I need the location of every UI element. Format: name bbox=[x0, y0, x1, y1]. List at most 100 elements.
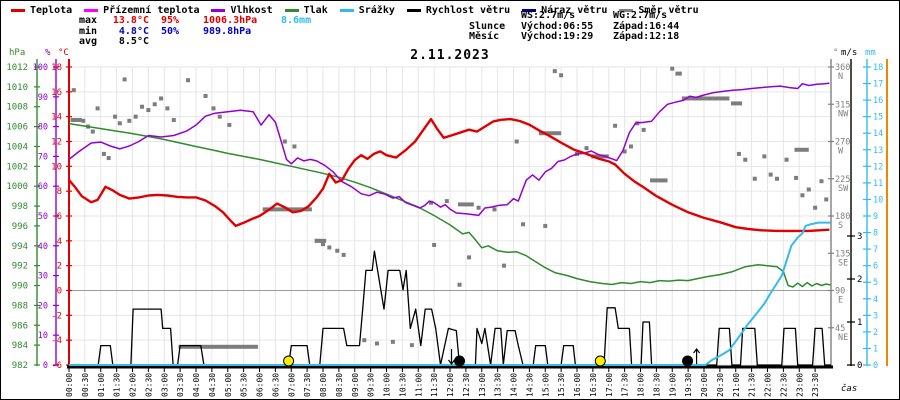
axis-tick-label: 1012 bbox=[6, 63, 28, 73]
axis-tick-label: 982 bbox=[12, 361, 28, 371]
wind-direction-dot bbox=[514, 139, 519, 144]
time-tick-label: 01:00 bbox=[97, 373, 106, 397]
axis-unit-label: mm bbox=[865, 48, 876, 58]
wind-direction-dot bbox=[321, 242, 325, 247]
legend-label: Směr větru bbox=[638, 5, 699, 16]
axis-tick-label: 986 bbox=[12, 321, 28, 331]
axis-tick-label: 0 bbox=[57, 287, 62, 297]
axis-tick-label: 225 bbox=[835, 175, 850, 185]
axis-tick-label: 1008 bbox=[6, 103, 28, 113]
axis-tick-label: 60 bbox=[38, 182, 48, 192]
legend-label: Rychlost větru bbox=[425, 5, 511, 16]
axis-tick-label: 4 bbox=[57, 237, 62, 247]
wind-direction-bar bbox=[794, 147, 809, 152]
stats-value: 50% bbox=[161, 25, 180, 37]
sunrise-dot bbox=[283, 355, 295, 367]
wind-direction-bar bbox=[591, 154, 609, 159]
axis-tick-label: 18 bbox=[51, 63, 62, 73]
wind-direction-dot bbox=[428, 200, 433, 205]
stats-value: avg bbox=[79, 36, 98, 47]
wind-direction-dot bbox=[584, 146, 589, 151]
axis-tick-label: 2 bbox=[57, 262, 62, 272]
axis-tick-label: 990 bbox=[12, 282, 28, 292]
axis-tick-label: 13 bbox=[873, 146, 883, 156]
moonset-marker bbox=[448, 349, 466, 367]
time-tick-label: 21:00 bbox=[732, 373, 741, 397]
pressure-axis: 982 984 986 988 990 992 994 996 998 1000 1002 1004 1… bbox=[6, 48, 40, 371]
wind-direction-dot bbox=[362, 338, 367, 343]
stats-value: min bbox=[79, 25, 98, 37]
wind-direction-dot bbox=[106, 156, 111, 161]
axis-tick-label: W bbox=[838, 147, 844, 157]
astro-cell: WS:2.7m/s bbox=[521, 10, 576, 21]
time-tick-label: 15:00 bbox=[541, 373, 550, 397]
legend-item-rain: Srážky bbox=[339, 5, 395, 16]
axis-tick-label: E bbox=[838, 296, 843, 306]
time-tick-label: 04:30 bbox=[208, 373, 217, 397]
wind-direction-dot bbox=[784, 157, 789, 162]
wind-direction-dot bbox=[800, 193, 805, 198]
wind-direction-dot bbox=[819, 179, 824, 184]
time-tick-label: 00:00 bbox=[65, 373, 74, 397]
axis-tick-label: 1004 bbox=[6, 142, 28, 152]
axis-tick-label: 1002 bbox=[6, 162, 28, 172]
axis-tick-label: 7 bbox=[873, 245, 878, 255]
time-tick-label: 00:30 bbox=[81, 373, 90, 397]
axis-tick-label: 998 bbox=[12, 202, 28, 212]
axis-tick-label: 90 bbox=[835, 287, 845, 297]
axis-tick-label: 360 bbox=[835, 63, 850, 73]
wind-direction-dot bbox=[476, 205, 481, 210]
astro-cell: Východ:19:29 bbox=[521, 31, 594, 42]
axis-tick-label: 11 bbox=[873, 179, 883, 189]
axis-tick-label: 10 bbox=[873, 195, 883, 205]
time-tick-label: 06:00 bbox=[256, 373, 265, 397]
wind-direction-dot bbox=[95, 106, 100, 111]
wind-direction-bar bbox=[457, 202, 474, 207]
moon-row: Měsíc Východ:19:29 Západ:12:18 bbox=[469, 31, 679, 43]
stats-row-avg: avg 8.5°C bbox=[79, 36, 311, 48]
time-tick-label: 14:30 bbox=[525, 373, 534, 397]
wind-direction-dot bbox=[113, 114, 118, 119]
legend-item-wind-direction: Směr větru bbox=[619, 5, 699, 16]
wind-direction-dot bbox=[335, 248, 340, 253]
wind-direction-dot bbox=[641, 127, 646, 132]
astro-cell: Slunce bbox=[469, 20, 506, 32]
axis-tick-label: -2 bbox=[51, 311, 62, 321]
time-tick-label: 15:30 bbox=[557, 373, 566, 397]
time-tick-label: 11:30 bbox=[430, 373, 439, 397]
time-tick-label: 05:30 bbox=[240, 373, 249, 397]
stats-value: 1006.3hPa bbox=[203, 15, 258, 26]
humidity-line bbox=[68, 82, 830, 217]
wind-direction-dot bbox=[670, 66, 675, 71]
time-tick-label: 14:00 bbox=[510, 373, 519, 397]
wind-speed-swatch-icon bbox=[406, 9, 421, 12]
time-tick-label: 03:30 bbox=[176, 373, 185, 397]
wind-direction-dot bbox=[467, 255, 472, 260]
time-tick-label: 11:00 bbox=[414, 373, 423, 397]
wind-direction-dot bbox=[292, 144, 297, 149]
axis-tick-label: 1000 bbox=[6, 182, 28, 192]
moonrise-marker bbox=[682, 348, 701, 367]
chart-title: 2.11.2023 bbox=[410, 48, 490, 63]
axis-tick-label: 3 bbox=[857, 232, 862, 242]
wind-direction-dot bbox=[743, 157, 748, 162]
arrow-up-icon bbox=[693, 348, 701, 354]
axis-tick-label: 80 bbox=[38, 123, 48, 133]
legend-label: Přízemní teplota bbox=[103, 5, 200, 16]
time-tick-label: 01:30 bbox=[113, 373, 122, 397]
time-tick-label: 17:00 bbox=[605, 373, 614, 397]
axis-tick-label: 17 bbox=[873, 80, 883, 90]
humidity-swatch-icon bbox=[211, 9, 226, 12]
temperature-axis: -6 -4 -2 0 2 4 6 8 10 12 14 16 18 °C bbox=[51, 48, 72, 371]
time-tick-label: 20:30 bbox=[716, 373, 725, 397]
axis-tick-label: 14 bbox=[51, 113, 62, 123]
axis-tick-label: 9 bbox=[873, 212, 878, 222]
axis-tick-label: 315 bbox=[835, 100, 850, 110]
legend-item-pressure: Tlak bbox=[284, 5, 328, 16]
stats-value: 13.8°C bbox=[112, 15, 149, 26]
wind-direction-dot bbox=[186, 78, 191, 83]
wind-direction-dot bbox=[806, 187, 811, 192]
legend-label: Vlhkost bbox=[230, 5, 273, 16]
wind-direction-dot bbox=[133, 114, 138, 119]
